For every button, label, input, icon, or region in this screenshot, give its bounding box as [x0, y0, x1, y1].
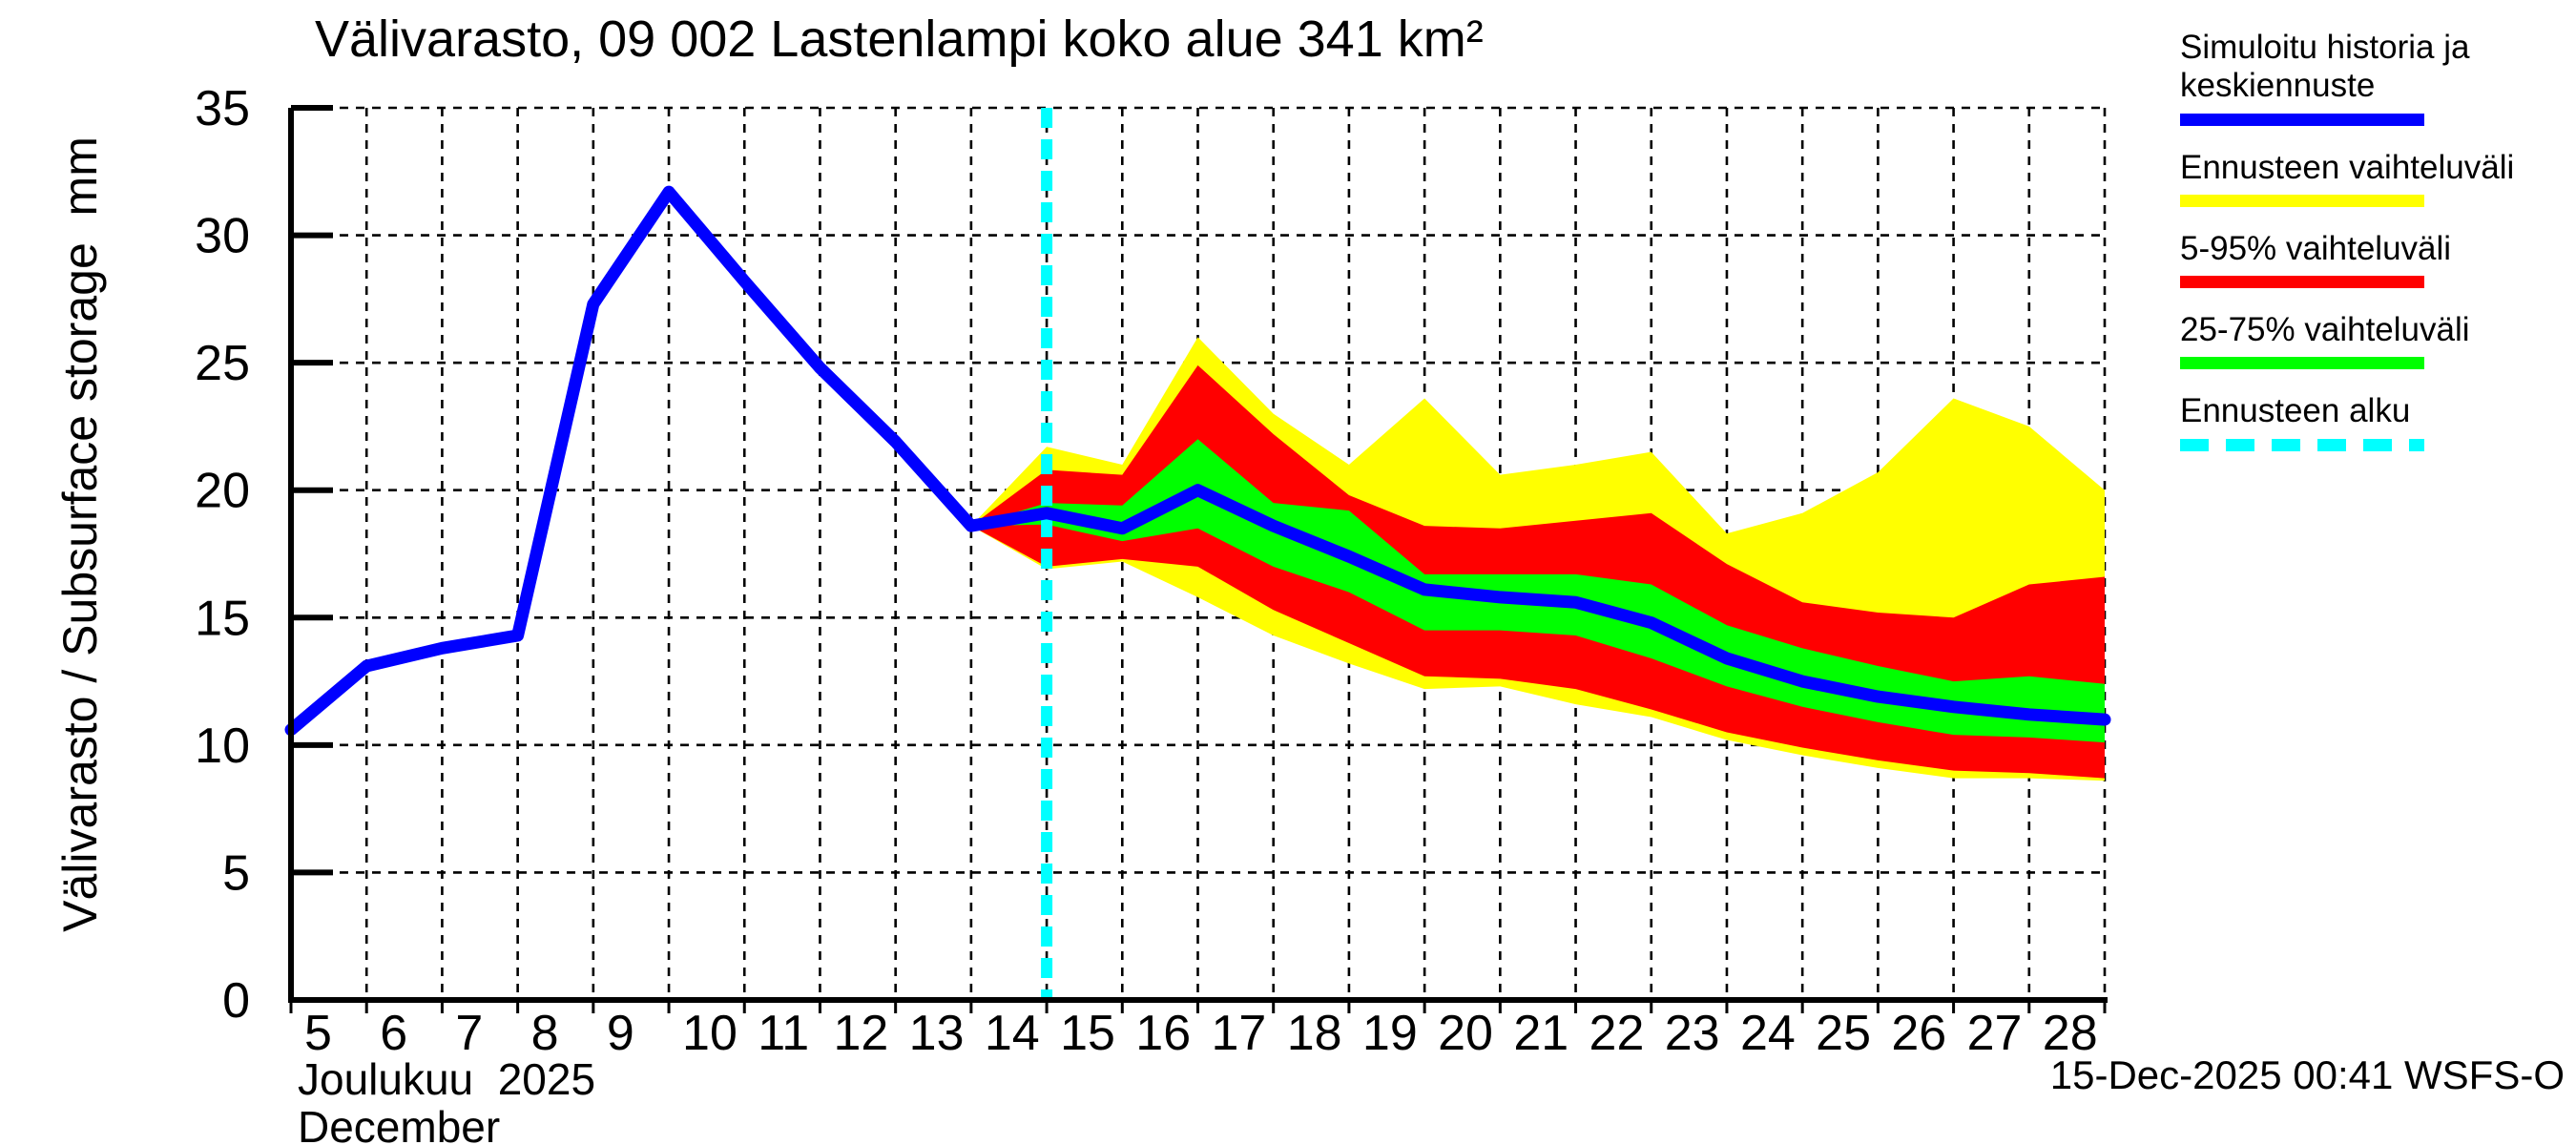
legend-label: 25-75% vaihteluväli: [2180, 311, 2470, 348]
legend-label: Ennusteen alku: [2180, 392, 2411, 430]
svg-text:22: 22: [1589, 1006, 1645, 1061]
svg-text:18: 18: [1287, 1006, 1342, 1061]
legend-entry: Simuloitu historia ja keskiennuste: [2180, 29, 2569, 126]
svg-text:25: 25: [195, 336, 250, 391]
svg-text:5: 5: [304, 1006, 332, 1061]
svg-text:9: 9: [607, 1006, 634, 1061]
legend-swatch-line: [2180, 276, 2424, 288]
timestamp-watermark: 15-Dec-2025 00:41 WSFS-O: [2049, 1052, 2565, 1097]
svg-text:10: 10: [682, 1006, 737, 1061]
svg-text:15: 15: [195, 591, 250, 646]
x-axis-month-label-finnish: Joulukuu 2025: [298, 1054, 596, 1104]
svg-text:28: 28: [2043, 1006, 2098, 1061]
svg-text:26: 26: [1891, 1006, 1946, 1061]
chart-title: Välivarasto, 09 002 Lastenlampi koko alu…: [315, 10, 1484, 68]
svg-text:25: 25: [1816, 1006, 1871, 1061]
legend-swatch-line: [2180, 113, 2424, 126]
y-tick-labels: 0 5 10 15 20 25 30 35: [195, 81, 250, 1029]
history-and-mean-forecast-line: [284, 185, 2111, 737]
svg-text:23: 23: [1665, 1006, 1720, 1061]
svg-text:20: 20: [195, 464, 250, 519]
x-tick-labels: 5 6 7 8 9 10 11 12 13 14 15 16 17 18 19 20 21 22 23 24 25 26 2…: [304, 1006, 2098, 1061]
legend: Simuloitu historia ja keskiennuste Ennust…: [2180, 29, 2569, 474]
svg-text:11: 11: [758, 1006, 809, 1061]
svg-text:13: 13: [909, 1006, 965, 1061]
axes: [288, 105, 2108, 1013]
svg-text:17: 17: [1212, 1006, 1267, 1061]
svg-text:14: 14: [985, 1006, 1040, 1061]
svg-text:27: 27: [1967, 1006, 2023, 1061]
x-axis-month-label-english: December: [298, 1102, 501, 1145]
legend-entry: Ennusteen alku: [2180, 392, 2569, 451]
legend-label: Simuloitu historia ja keskiennuste: [2180, 29, 2470, 105]
svg-text:6: 6: [380, 1006, 407, 1061]
legend-entry: 25-75% vaihteluväli: [2180, 311, 2569, 370]
svg-text:16: 16: [1135, 1006, 1191, 1061]
legend-label: Ennusteen vaihteluväli: [2180, 148, 2515, 186]
legend-swatch-dashed-line: [2180, 438, 2424, 451]
svg-text:5: 5: [222, 845, 250, 901]
svg-text:15: 15: [1060, 1006, 1115, 1061]
svg-text:21: 21: [1513, 1006, 1568, 1061]
svg-text:10: 10: [195, 718, 250, 774]
legend-swatch-line: [2180, 194, 2424, 207]
svg-text:35: 35: [195, 81, 250, 136]
legend-entry: Ennusteen vaihteluväli: [2180, 149, 2569, 207]
svg-text:7: 7: [455, 1006, 483, 1061]
legend-swatch-line: [2180, 357, 2424, 370]
svg-text:19: 19: [1362, 1006, 1418, 1061]
y-axis-label: Välivarasto / Subsurface storage mm: [53, 136, 107, 932]
svg-text:0: 0: [222, 973, 250, 1029]
svg-text:20: 20: [1438, 1006, 1493, 1061]
svg-text:30: 30: [195, 209, 250, 264]
svg-text:8: 8: [531, 1006, 559, 1061]
svg-text:12: 12: [833, 1006, 888, 1061]
legend-entry: 5-95% vaihteluväli: [2180, 230, 2569, 288]
svg-text:24: 24: [1740, 1006, 1796, 1061]
legend-label: 5-95% vaihteluväli: [2180, 229, 2452, 267]
